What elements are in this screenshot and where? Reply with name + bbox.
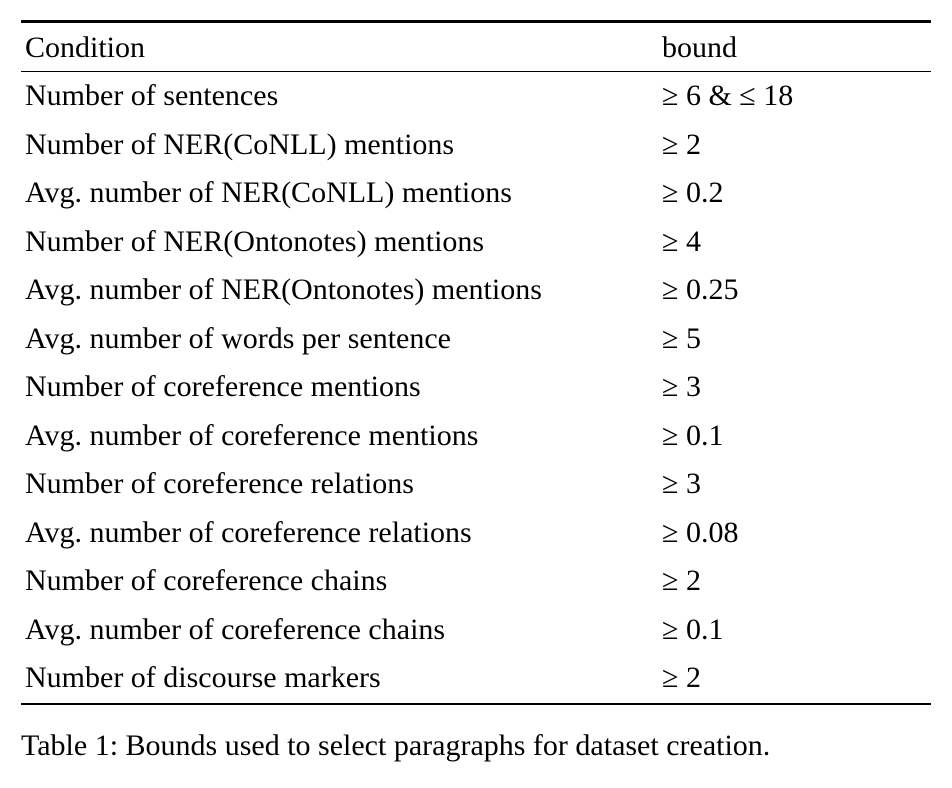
table-row: Number of NER(CoNLL) mentions ≥ 2 — [21, 121, 931, 170]
table-header-row: Condition bound — [21, 22, 931, 72]
cell-condition: Number of discourse markers — [21, 654, 658, 704]
cell-bound: ≥ 4 — [658, 218, 931, 267]
header-condition: Condition — [21, 22, 658, 72]
table-row: Avg. number of NER(CoNLL) mentions ≥ 0.2 — [21, 169, 931, 218]
table-row: Number of discourse markers ≥ 2 — [21, 654, 931, 704]
cell-condition: Avg. number of NER(Ontonotes) mentions — [21, 266, 658, 315]
table-row: Avg. number of words per sentence ≥ 5 — [21, 315, 931, 364]
cell-condition: Avg. number of words per sentence — [21, 315, 658, 364]
cell-bound: ≥ 0.25 — [658, 266, 931, 315]
cell-condition: Number of coreference chains — [21, 557, 658, 606]
cell-condition: Avg. number of coreference relations — [21, 509, 658, 558]
table-row: Avg. number of coreference mentions ≥ 0.… — [21, 412, 931, 461]
cell-bound: ≥ 2 — [658, 121, 931, 170]
cell-bound: ≥ 0.2 — [658, 169, 931, 218]
cell-condition: Avg. number of coreference mentions — [21, 412, 658, 461]
cell-bound: ≥ 0.08 — [658, 509, 931, 558]
cell-condition: Number of coreference mentions — [21, 363, 658, 412]
table-container: Condition bound Number of sentences ≥ 6 … — [21, 20, 931, 768]
header-bound: bound — [658, 22, 931, 72]
cell-bound: ≥ 3 — [658, 363, 931, 412]
table-row: Number of NER(Ontonotes) mentions ≥ 4 — [21, 218, 931, 267]
cell-condition: Number of NER(CoNLL) mentions — [21, 121, 658, 170]
cell-condition: Number of coreference relations — [21, 460, 658, 509]
cell-bound: ≥ 6 & ≤ 18 — [658, 72, 931, 121]
cell-bound: ≥ 2 — [658, 557, 931, 606]
cell-bound: ≥ 0.1 — [658, 606, 931, 655]
table-row: Number of coreference chains ≥ 2 — [21, 557, 931, 606]
bounds-table: Condition bound Number of sentences ≥ 6 … — [21, 20, 931, 705]
cell-bound: ≥ 5 — [658, 315, 931, 364]
cell-condition: Number of sentences — [21, 72, 658, 121]
cell-bound: ≥ 3 — [658, 460, 931, 509]
table-row: Avg. number of NER(Ontonotes) mentions ≥… — [21, 266, 931, 315]
cell-condition: Avg. number of NER(CoNLL) mentions — [21, 169, 658, 218]
table-row: Avg. number of coreference chains ≥ 0.1 — [21, 606, 931, 655]
table-body: Number of sentences ≥ 6 & ≤ 18 Number of… — [21, 72, 931, 704]
cell-condition: Avg. number of coreference chains — [21, 606, 658, 655]
cell-bound: ≥ 0.1 — [658, 412, 931, 461]
table-row: Number of sentences ≥ 6 & ≤ 18 — [21, 72, 931, 121]
table-row: Number of coreference relations ≥ 3 — [21, 460, 931, 509]
table-row: Number of coreference mentions ≥ 3 — [21, 363, 931, 412]
table-row: Avg. number of coreference relations ≥ 0… — [21, 509, 931, 558]
table-caption: Table 1: Bounds used to select paragraph… — [21, 723, 931, 768]
cell-condition: Number of NER(Ontonotes) mentions — [21, 218, 658, 267]
cell-bound: ≥ 2 — [658, 654, 931, 704]
caption-label: Table 1: — [21, 729, 118, 762]
caption-text: Bounds used to select paragraphs for dat… — [118, 729, 770, 762]
